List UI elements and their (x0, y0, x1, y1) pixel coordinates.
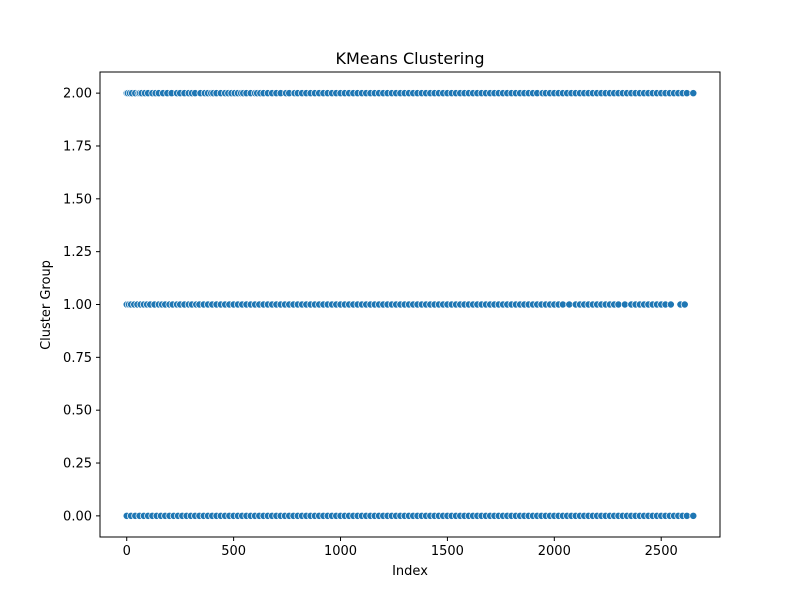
y-tick-label: 2.00 (63, 87, 92, 102)
data-point (689, 89, 698, 98)
series-cluster-2 (122, 89, 698, 98)
y-tick-label: 0.25 (63, 457, 92, 472)
y-tick-label: 0.50 (63, 404, 92, 419)
x-tick-label: 2500 (645, 544, 678, 559)
data-point (666, 300, 675, 309)
x-tick-label: 500 (221, 544, 246, 559)
y-tick-label: 0.75 (63, 351, 92, 366)
points-layer (122, 89, 698, 520)
x-axis-label: Index (392, 564, 428, 579)
y-tick-label: 1.00 (63, 298, 92, 313)
y-tick-label: 1.25 (63, 245, 92, 260)
series-cluster-0 (122, 511, 698, 520)
series-cluster-1 (122, 300, 689, 309)
chart-title: KMeans Clustering (335, 49, 484, 68)
y-axis-label: Cluster Group (39, 260, 54, 350)
y-tick-label: 1.75 (63, 139, 92, 154)
x-tick-label: 2000 (538, 544, 571, 559)
data-point (680, 300, 689, 309)
x-tick-label: 0 (123, 544, 131, 559)
x-tick-label: 1000 (324, 544, 357, 559)
y-axis: 0.00 0.25 0.50 0.75 1.00 1.25 1.50 1.75 2.00 (63, 87, 100, 524)
x-tick-label: 1500 (431, 544, 464, 559)
y-tick-label: 1.50 (63, 192, 92, 207)
data-point (689, 511, 698, 520)
x-axis: 0 500 1000 1500 2000 2500 (123, 537, 678, 559)
y-tick-label: 0.00 (63, 509, 92, 524)
